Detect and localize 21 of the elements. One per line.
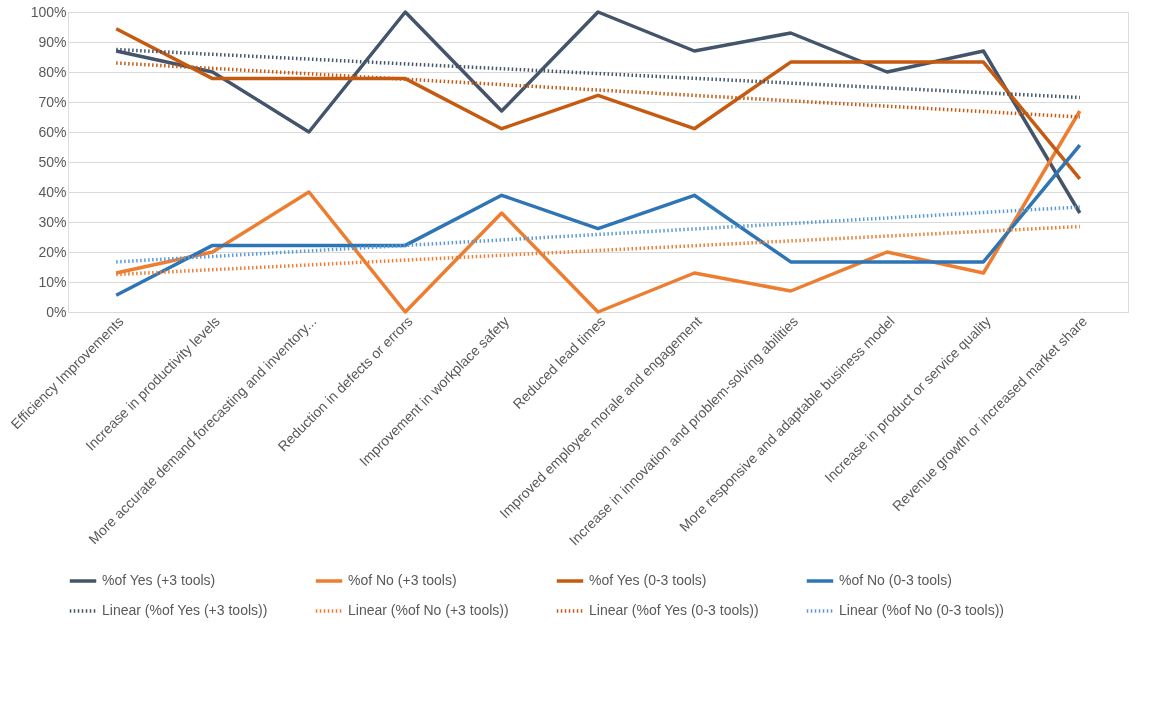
y-tick-label: 50% — [38, 153, 67, 170]
line-series — [114, 143, 1082, 297]
y-tick-label: 60% — [38, 123, 67, 140]
y-tick-label: 10% — [38, 273, 67, 290]
y-tick-label: 20% — [38, 243, 67, 260]
y-tick-label: 30% — [38, 213, 67, 230]
y-tick-label: 80% — [38, 63, 67, 80]
legend-label: Linear (%of Yes (0-3 tools)) — [589, 602, 759, 618]
line-series — [114, 27, 1082, 181]
y-tick-label: 100% — [30, 3, 67, 20]
legend-label: Linear (%of No (0-3 tools)) — [839, 602, 1004, 618]
y-tick-label: 0% — [46, 303, 67, 320]
y-tick-label: 40% — [38, 183, 67, 200]
legend-label: Linear (%of Yes (+3 tools)) — [102, 602, 268, 618]
legend-label: %of No (0-3 tools) — [839, 572, 952, 588]
y-tick-label: 70% — [38, 93, 67, 110]
legend-label: %of No (+3 tools) — [348, 572, 457, 588]
legend-label: Linear (%of No (+3 tools)) — [348, 602, 509, 618]
legend-label: %of Yes (0-3 tools) — [589, 572, 707, 588]
legend-label: %of Yes (+3 tools) — [102, 572, 216, 588]
y-tick-label: 90% — [38, 33, 67, 50]
